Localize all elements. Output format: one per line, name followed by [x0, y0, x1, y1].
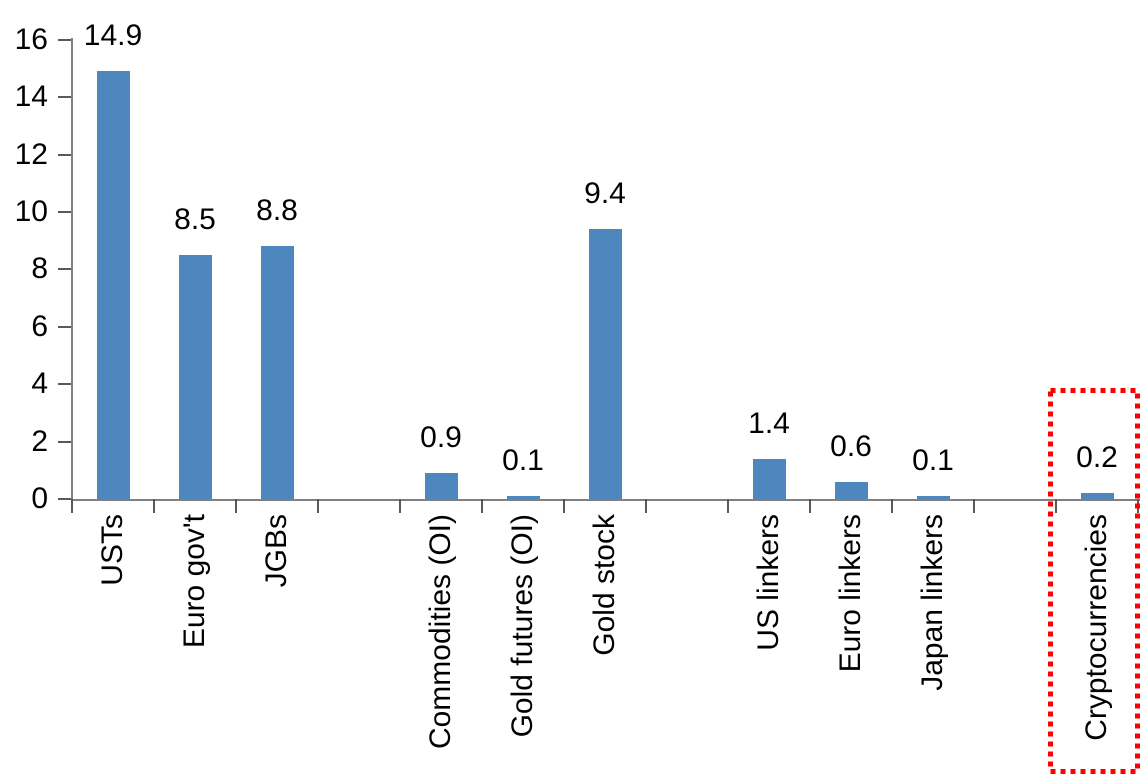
y-axis-tick-label: 0 [31, 482, 48, 515]
bar-gold-stock [588, 229, 622, 499]
category-label-euro-linkers: Euro linkers [834, 514, 867, 673]
x-axis-tick [399, 499, 401, 513]
category-label-jgbs: JGBs [260, 514, 293, 588]
bar-euro-linkers [834, 481, 868, 499]
bar-value-label: 1.4 [748, 406, 790, 440]
x-axis-tick [481, 499, 483, 513]
category-label-euro-gov-t: Euro gov't [178, 514, 211, 649]
x-axis-tick [727, 499, 729, 513]
y-axis-tick-label: 14 [14, 80, 48, 114]
category-label-gold-futures-oi: Gold futures (OI) [506, 514, 539, 738]
highlight-box-border [1048, 388, 1140, 774]
x-axis-tick [645, 499, 647, 513]
bar-japan-linkers [916, 496, 950, 499]
bar-commodities-oi [424, 473, 458, 499]
category-label-us-linkers: US linkers [752, 514, 785, 651]
y-axis-tick [58, 498, 72, 500]
bar-value-label: 0.2 [1076, 441, 1118, 475]
category-label-commodities-oi: Commodities (OI) [424, 514, 457, 750]
y-axis-tick-label: 16 [14, 22, 48, 56]
bar-us-linkers [752, 458, 786, 499]
y-axis-tick [58, 440, 72, 443]
x-axis-tick [973, 499, 975, 513]
y-axis-tick [58, 38, 72, 41]
y-axis-tick [58, 211, 72, 213]
y-axis-tick [58, 383, 72, 386]
x-axis-tick [153, 499, 155, 513]
category-label-japan-linkers: Japan linkers [916, 514, 949, 691]
bar-value-label: 0.1 [912, 444, 954, 478]
y-axis-tick-label: 6 [31, 309, 48, 343]
bar-value-label: 8.8 [256, 194, 298, 228]
bar-euro-gov-t [178, 255, 212, 499]
bar-usts [96, 71, 130, 499]
y-axis-tick [58, 268, 72, 271]
y-axis-tick-label: 12 [14, 137, 48, 171]
bar-value-label: 8.5 [174, 203, 216, 237]
bar-gold-futures-oi [506, 496, 540, 499]
bar-value-label: 9.4 [584, 177, 626, 211]
x-axis-tick [235, 499, 237, 513]
x-axis-tick [317, 499, 319, 513]
y-axis-tick [58, 96, 72, 99]
x-axis-line [71, 499, 1140, 501]
x-axis-tick [891, 499, 893, 513]
bar-jgbs [260, 246, 294, 499]
x-axis-tick [563, 499, 565, 513]
x-axis-tick [1055, 499, 1057, 513]
x-axis-tick [809, 499, 811, 513]
y-axis-tick [58, 325, 72, 328]
y-axis-tick-label: 2 [31, 424, 48, 458]
category-label-gold-stock: Gold stock [588, 514, 621, 656]
bar-value-label: 0.9 [420, 421, 462, 455]
bar-cryptocurrencies [1080, 493, 1114, 499]
y-axis-tick-label: 10 [14, 195, 48, 228]
y-axis-tick [58, 153, 72, 156]
bar-value-label: 0.1 [502, 444, 544, 478]
bar-value-label: 14.9 [83, 19, 143, 53]
highlight-box [1048, 388, 1140, 774]
y-axis-line [71, 38, 73, 510]
y-axis-tick-label: 8 [31, 252, 48, 286]
y-axis-tick-label: 4 [31, 367, 48, 401]
bar-value-label: 0.6 [830, 429, 872, 463]
x-axis-tick [71, 499, 73, 513]
category-label-usts: USTs [96, 514, 129, 586]
